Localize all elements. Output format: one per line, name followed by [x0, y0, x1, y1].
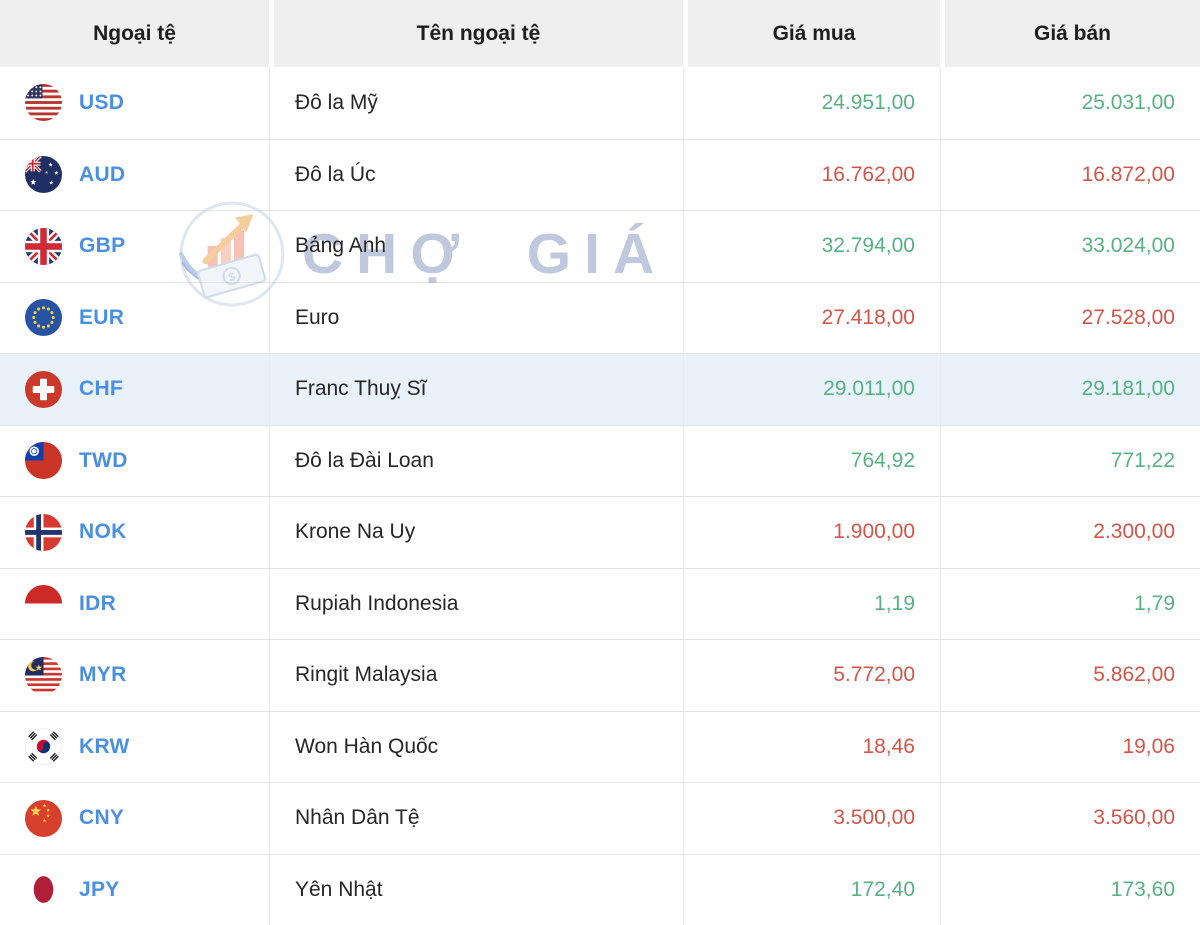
table-row: USD Đô la Mỹ 24.951,00 25.031,00: [0, 67, 1200, 139]
buy-price: 1,19: [683, 568, 940, 639]
currency-code-link[interactable]: TWD: [79, 448, 128, 472]
buy-price: 3.500,00: [683, 783, 940, 854]
buy-price: 1.900,00: [683, 497, 940, 568]
china-flag-icon: [25, 799, 62, 837]
buy-price: 172,40: [683, 854, 940, 925]
table-row: CHF Franc Thuỵ Sĩ 29.011,00 29.181,00: [0, 353, 1200, 425]
currency-name: Rupiah Indonesia: [269, 568, 683, 639]
currency-cell: IDR: [0, 568, 269, 639]
table-row: TWD Đô la Đài Loan 764,92 771,22: [0, 424, 1200, 496]
buy-price: 32.794,00: [683, 211, 940, 282]
usa-flag-icon: [25, 84, 62, 122]
header-buy-price: Giá mua: [683, 0, 940, 67]
currency-cell: GBP: [0, 211, 269, 282]
buy-price: 27.418,00: [683, 282, 940, 353]
sell-price: 29.181,00: [940, 354, 1200, 425]
currency-name: Nhân Dân Tệ: [269, 783, 683, 854]
australia-flag-icon: [25, 156, 62, 194]
currency-code-link[interactable]: CHF: [79, 377, 124, 401]
table-row: MYR Ringit Malaysia 5.772,00 5.862,00: [0, 639, 1200, 711]
currency-code-link[interactable]: JPY: [79, 877, 120, 901]
currency-cell: JPY: [0, 854, 269, 925]
sell-price: 3.560,00: [940, 783, 1200, 854]
table-row: CNY Nhân Dân Tệ 3.500,00 3.560,00: [0, 782, 1200, 854]
currency-name: Đô la Mỹ: [269, 67, 683, 139]
currency-name: Đô la Úc: [269, 139, 683, 210]
currency-name: Krone Na Uy: [269, 497, 683, 568]
table-row: JPY Yên Nhật 172,40 173,60: [0, 853, 1200, 925]
table-row: KRW Won Hàn Quốc 18,46 19,06: [0, 710, 1200, 782]
currency-cell: CHF: [0, 354, 269, 425]
table-row: EUR Euro 27.418,00 27.528,00: [0, 281, 1200, 353]
currency-code-link[interactable]: USD: [79, 90, 125, 114]
currency-name: Won Hàn Quốc: [269, 711, 683, 782]
currency-name: Yên Nhật: [269, 854, 683, 925]
header-currency: Ngoại tệ: [0, 0, 269, 67]
header-sell-price: Giá bán: [940, 0, 1200, 67]
currency-cell: AUD: [0, 139, 269, 210]
norway-flag-icon: [25, 513, 62, 551]
currency-cell: EUR: [0, 282, 269, 353]
currency-code-link[interactable]: KRW: [79, 734, 130, 758]
japan-flag-icon: [25, 871, 62, 909]
table-row: GBP Bảng Anh 32.794,00 33.024,00: [0, 210, 1200, 282]
taiwan-flag-icon: [25, 442, 62, 480]
buy-price: 24.951,00: [683, 67, 940, 139]
sell-price: 771,22: [940, 425, 1200, 496]
sell-price: 27.528,00: [940, 282, 1200, 353]
sell-price: 25.031,00: [940, 67, 1200, 139]
currency-code-link[interactable]: AUD: [79, 162, 126, 186]
switzerland-flag-icon: [25, 370, 62, 408]
uk-flag-icon: [25, 227, 62, 265]
currency-cell: MYR: [0, 640, 269, 711]
sell-price: 173,60: [940, 854, 1200, 925]
table-row: AUD Đô la Úc 16.762,00 16.872,00: [0, 138, 1200, 210]
table-header: Ngoại tệ Tên ngoại tệ Giá mua Giá bán: [0, 0, 1200, 67]
currency-name: Euro: [269, 282, 683, 353]
buy-price: 5.772,00: [683, 640, 940, 711]
indonesia-flag-icon: [25, 585, 62, 623]
sell-price: 2.300,00: [940, 497, 1200, 568]
currency-cell: KRW: [0, 711, 269, 782]
currency-code-link[interactable]: MYR: [79, 663, 127, 687]
south-korea-flag-icon: [25, 728, 62, 766]
sell-price: 5.862,00: [940, 640, 1200, 711]
currency-code-link[interactable]: GBP: [79, 234, 126, 258]
currency-cell: CNY: [0, 783, 269, 854]
sell-price: 19,06: [940, 711, 1200, 782]
table-row: NOK Krone Na Uy 1.900,00 2.300,00: [0, 496, 1200, 568]
currency-code-link[interactable]: NOK: [79, 520, 127, 544]
header-currency-name: Tên ngoại tệ: [269, 0, 683, 67]
currency-name: Ringit Malaysia: [269, 640, 683, 711]
sell-price: 1,79: [940, 568, 1200, 639]
currency-code-link[interactable]: IDR: [79, 591, 117, 615]
malaysia-flag-icon: [25, 656, 62, 694]
currency-name: Franc Thuỵ Sĩ: [269, 354, 683, 425]
buy-price: 18,46: [683, 711, 940, 782]
table-body: USD Đô la Mỹ 24.951,00 25.031,00 AUD Đô …: [0, 67, 1200, 925]
sell-price: 16.872,00: [940, 139, 1200, 210]
eu-flag-icon: [25, 299, 62, 337]
table-row: IDR Rupiah Indonesia 1,19 1,79: [0, 567, 1200, 639]
sell-price: 33.024,00: [940, 211, 1200, 282]
buy-price: 16.762,00: [683, 139, 940, 210]
currency-code-link[interactable]: CNY: [79, 806, 125, 830]
buy-price: 29.011,00: [683, 354, 940, 425]
currency-code-link[interactable]: EUR: [79, 305, 125, 329]
currency-name: Bảng Anh: [269, 211, 683, 282]
buy-price: 764,92: [683, 425, 940, 496]
currency-cell: TWD: [0, 425, 269, 496]
currency-cell: NOK: [0, 497, 269, 568]
currency-cell: USD: [0, 67, 269, 139]
currency-name: Đô la Đài Loan: [269, 425, 683, 496]
